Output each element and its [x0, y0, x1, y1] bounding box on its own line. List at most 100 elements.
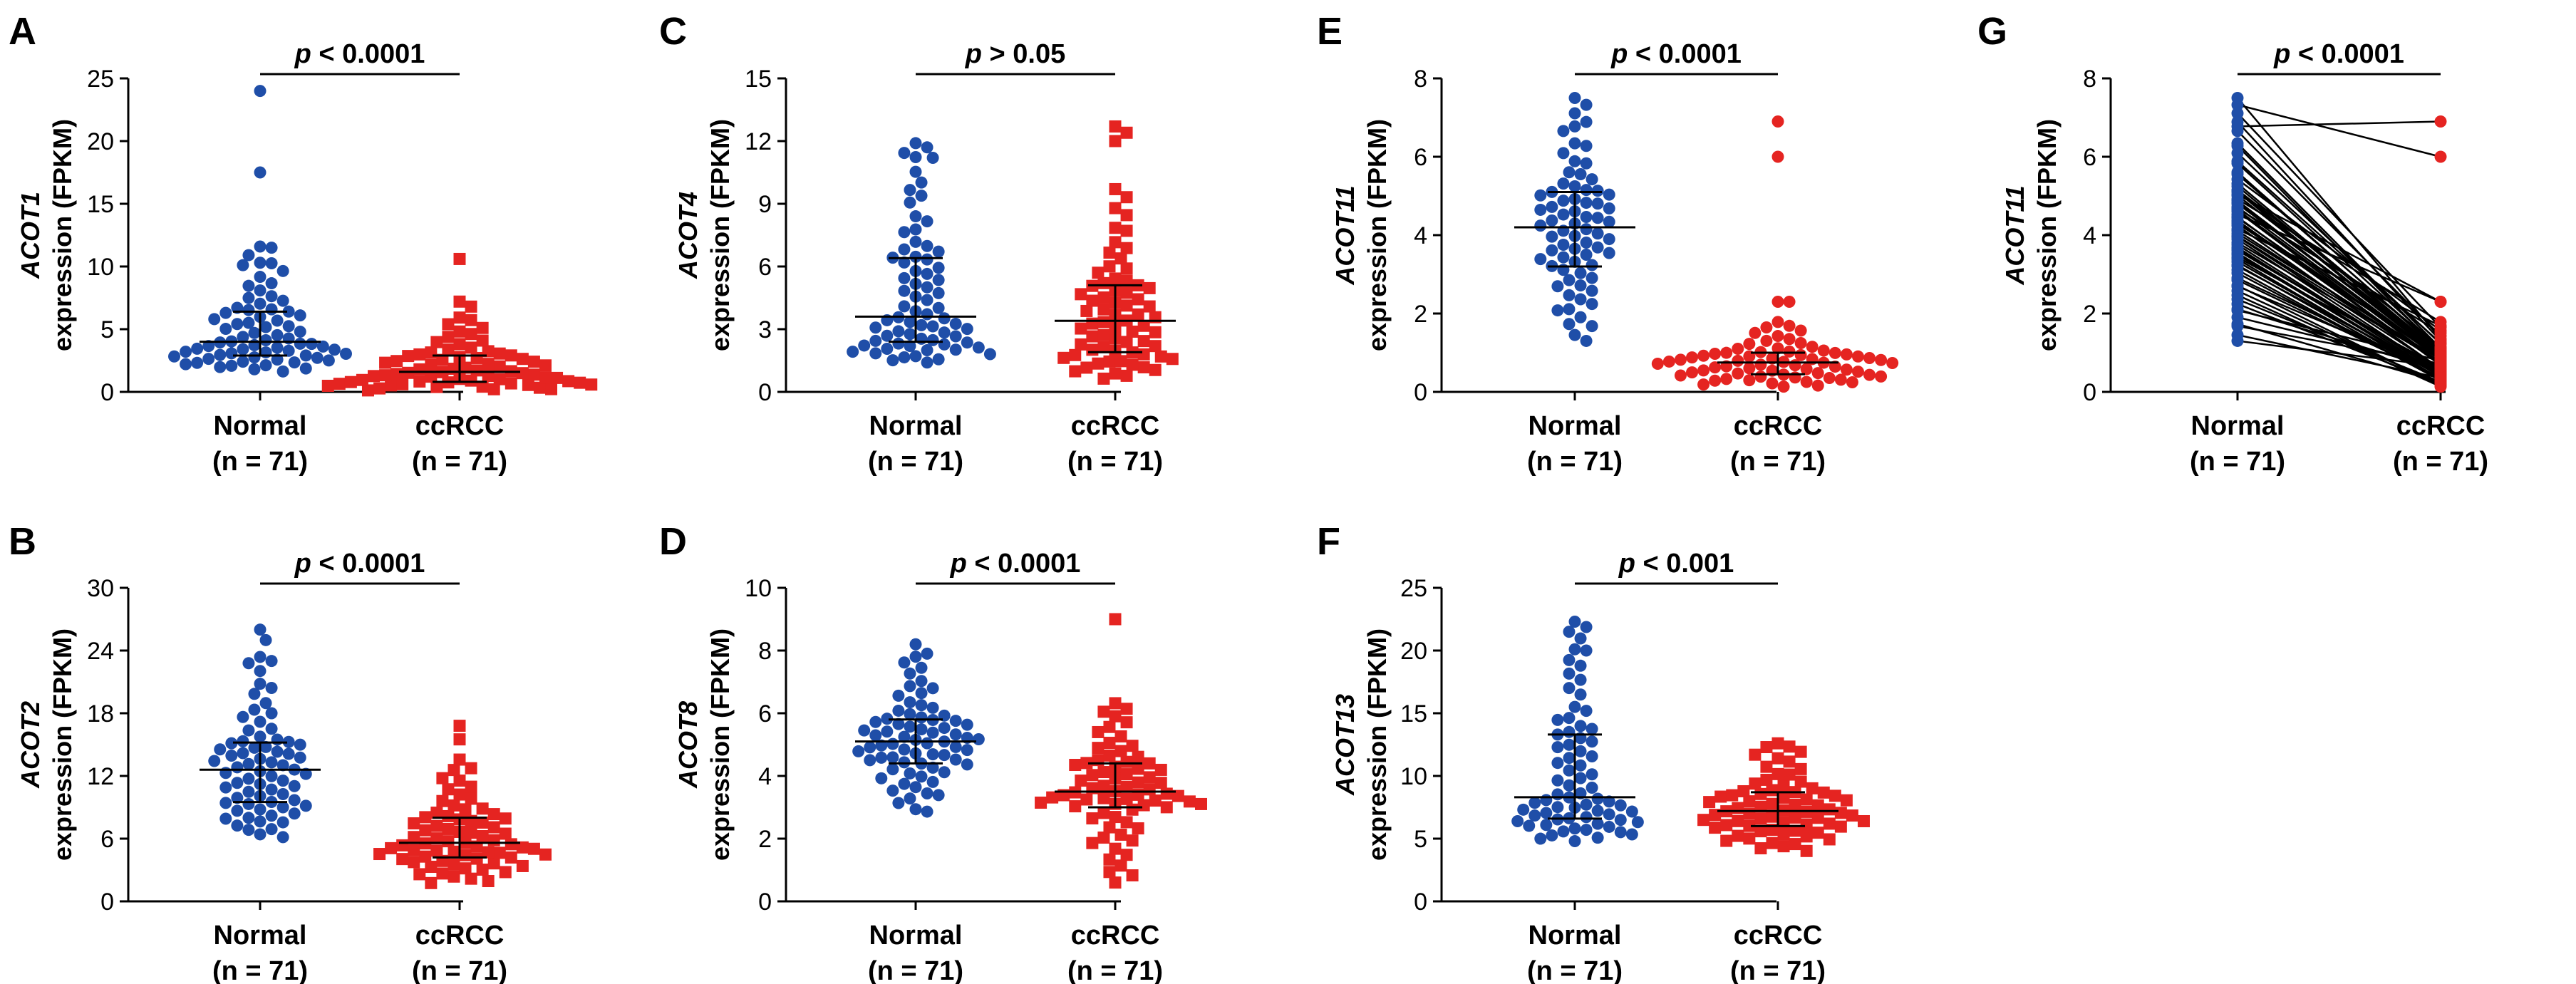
- data-point-normal: [915, 711, 928, 724]
- data-point-normal: [898, 147, 911, 160]
- data-point-normal: [276, 831, 289, 844]
- data-point-ccrcc: [1732, 367, 1744, 380]
- data-point-normal: [1586, 768, 1598, 781]
- data-point-normal: [1563, 289, 1576, 301]
- pair-line: [2237, 120, 2441, 128]
- data-point-normal: [1563, 752, 1576, 765]
- data-point-normal: [1603, 247, 1615, 259]
- data-point-ccrcc: [442, 835, 455, 848]
- y-tick-label: 0: [100, 889, 114, 916]
- data-point-ccrcc: [1800, 376, 1813, 388]
- p-symbol: p: [294, 39, 311, 69]
- data-point-ccrcc: [1126, 803, 1139, 816]
- data-point-ccrcc: [1766, 784, 1779, 797]
- data-point-ccrcc: [1760, 321, 1773, 334]
- data-point-normal: [237, 331, 249, 343]
- data-point-ccrcc: [1194, 797, 1207, 810]
- data-point-normal: [1563, 682, 1576, 695]
- y-axis-unit: expression (FPKM): [2032, 119, 2062, 351]
- data-point-ccrcc: [1783, 319, 1796, 332]
- data-point-normal: [1586, 782, 1598, 794]
- data-point-ccrcc: [1771, 737, 1784, 750]
- data-point-ccrcc: [1137, 361, 1150, 373]
- data-point-normal: [1563, 626, 1576, 638]
- data-point-ccrcc: [1777, 780, 1790, 792]
- data-point-ccrcc: [1154, 350, 1167, 363]
- data-point-ccrcc: [1120, 209, 1133, 222]
- data-point-ccrcc: [1132, 293, 1144, 306]
- y-tick-label: 15: [745, 66, 772, 93]
- data-point-ccrcc: [1092, 742, 1105, 755]
- data-point-ccrcc: [1760, 741, 1773, 754]
- data-point-normal: [898, 756, 911, 769]
- data-point-normal: [904, 196, 916, 209]
- data-point-ccrcc: [1114, 252, 1127, 265]
- data-point-ccrcc: [1086, 330, 1099, 343]
- data-point-normal: [265, 783, 278, 796]
- y-tick-label: 0: [758, 889, 772, 916]
- data-point-ccrcc: [1086, 317, 1099, 330]
- data-point-normal: [259, 633, 272, 646]
- data-point-normal: [1574, 632, 1587, 645]
- y-tick-label: 8: [2083, 66, 2096, 93]
- data-point-ccrcc: [1143, 300, 1156, 313]
- data-point-normal: [1580, 157, 1593, 170]
- p-value-text: < 0.0001: [2290, 39, 2404, 69]
- data-point-normal: [242, 316, 255, 329]
- data-point-normal: [231, 804, 244, 817]
- p-value-label: p < 0.0001: [294, 549, 425, 579]
- data-point-normal: [1591, 832, 1604, 844]
- category-label: Normal: [214, 411, 307, 441]
- data-point-ccrcc: [436, 867, 449, 880]
- p-value-label: p < 0.0001: [2273, 39, 2404, 69]
- data-point-ccrcc: [390, 355, 403, 368]
- y-tick-label: 8: [758, 638, 772, 665]
- data-point-ccrcc: [1732, 342, 1744, 355]
- data-point-ccrcc: [408, 844, 420, 856]
- data-point-ccrcc: [487, 821, 500, 834]
- data-point-ccrcc: [453, 311, 466, 324]
- data-point-normal: [1563, 667, 1576, 680]
- data-point-normal: [909, 781, 922, 794]
- data-point-normal: [231, 819, 244, 832]
- data-point-normal: [1586, 723, 1598, 735]
- data-point-ccrcc: [1075, 322, 1087, 335]
- data-point-normal: [1563, 274, 1576, 286]
- data-point-ccrcc: [1743, 819, 1756, 832]
- p-value-text: < 0.0001: [967, 549, 1081, 579]
- data-point-ccrcc: [396, 853, 409, 866]
- data-point-ccrcc: [1709, 374, 1722, 387]
- data-point-normal: [949, 740, 962, 753]
- data-point-ccrcc: [545, 383, 558, 395]
- data-point-ccrcc: [1109, 222, 1122, 234]
- data-point-normal: [2231, 98, 2244, 111]
- data-point-ccrcc: [453, 775, 466, 787]
- data-point-ccrcc: [1771, 115, 1784, 128]
- data-point-ccrcc: [1075, 288, 1087, 301]
- data-point-normal: [961, 336, 973, 349]
- data-point-normal: [881, 725, 894, 738]
- data-point-ccrcc: [390, 368, 403, 380]
- data-point-ccrcc: [1749, 326, 1762, 339]
- data-point-normal: [921, 267, 933, 280]
- p-value-text: < 0.0001: [311, 39, 425, 69]
- data-point-normal: [949, 728, 962, 741]
- data-point-ccrcc: [1069, 365, 1082, 378]
- data-point-ccrcc: [1811, 379, 1824, 392]
- panel-letter: D: [659, 520, 687, 563]
- data-point-ccrcc: [413, 375, 426, 388]
- data-point-ccrcc: [1875, 353, 1888, 366]
- data-point-normal: [1568, 643, 1581, 656]
- data-point-ccrcc: [1703, 796, 1716, 809]
- data-point-normal: [1580, 197, 1593, 209]
- data-point-normal: [921, 308, 933, 321]
- data-point-ccrcc: [1109, 811, 1122, 824]
- y-tick-label: 30: [87, 575, 114, 602]
- data-point-normal: [1586, 735, 1598, 748]
- data-point-normal: [881, 713, 894, 725]
- y-tick-label: 25: [87, 66, 114, 93]
- y-axis-gene: ACOT4: [673, 192, 703, 279]
- data-point-normal: [1580, 237, 1593, 249]
- data-point-normal: [1580, 811, 1593, 824]
- data-point-normal: [1528, 809, 1541, 822]
